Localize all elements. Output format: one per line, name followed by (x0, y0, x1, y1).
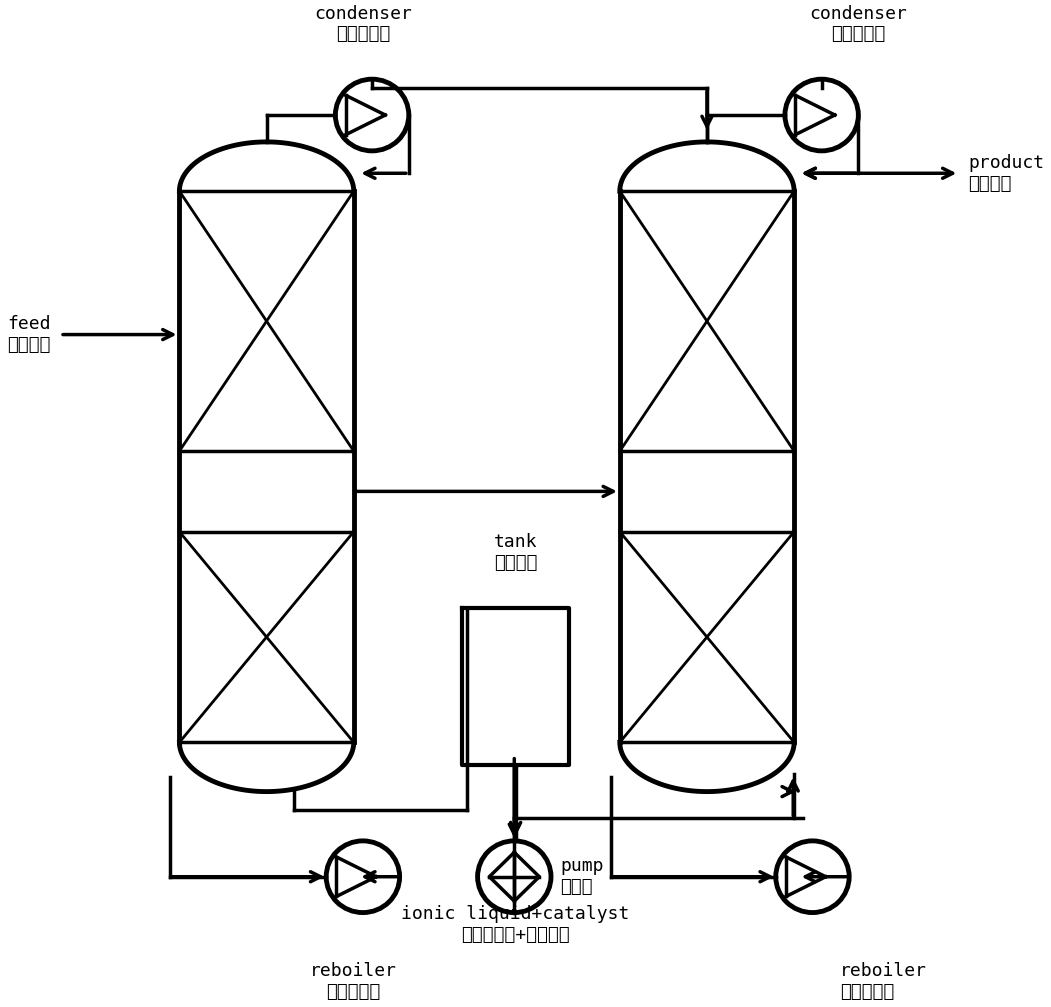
Text: ionic liquid+catalyst
（离子液体+傅化剂）: ionic liquid+catalyst （离子液体+傅化剂） (401, 905, 630, 944)
Text: pump
（泵）: pump （泵） (560, 857, 603, 896)
Text: product
（产品）: product （产品） (968, 154, 1045, 192)
Text: reboiler
（再汸器）: reboiler （再汸器） (840, 962, 927, 1001)
Text: condenser
（冷凝器）: condenser （冷凝器） (809, 4, 907, 43)
Text: reboiler
（再汸器）: reboiler （再汸器） (310, 962, 397, 1001)
Text: condenser
（冷凝器）: condenser （冷凝器） (314, 4, 412, 43)
Text: tank
（储羐）: tank （储羐） (494, 534, 537, 572)
Text: feed
（进料）: feed （进料） (7, 315, 50, 354)
